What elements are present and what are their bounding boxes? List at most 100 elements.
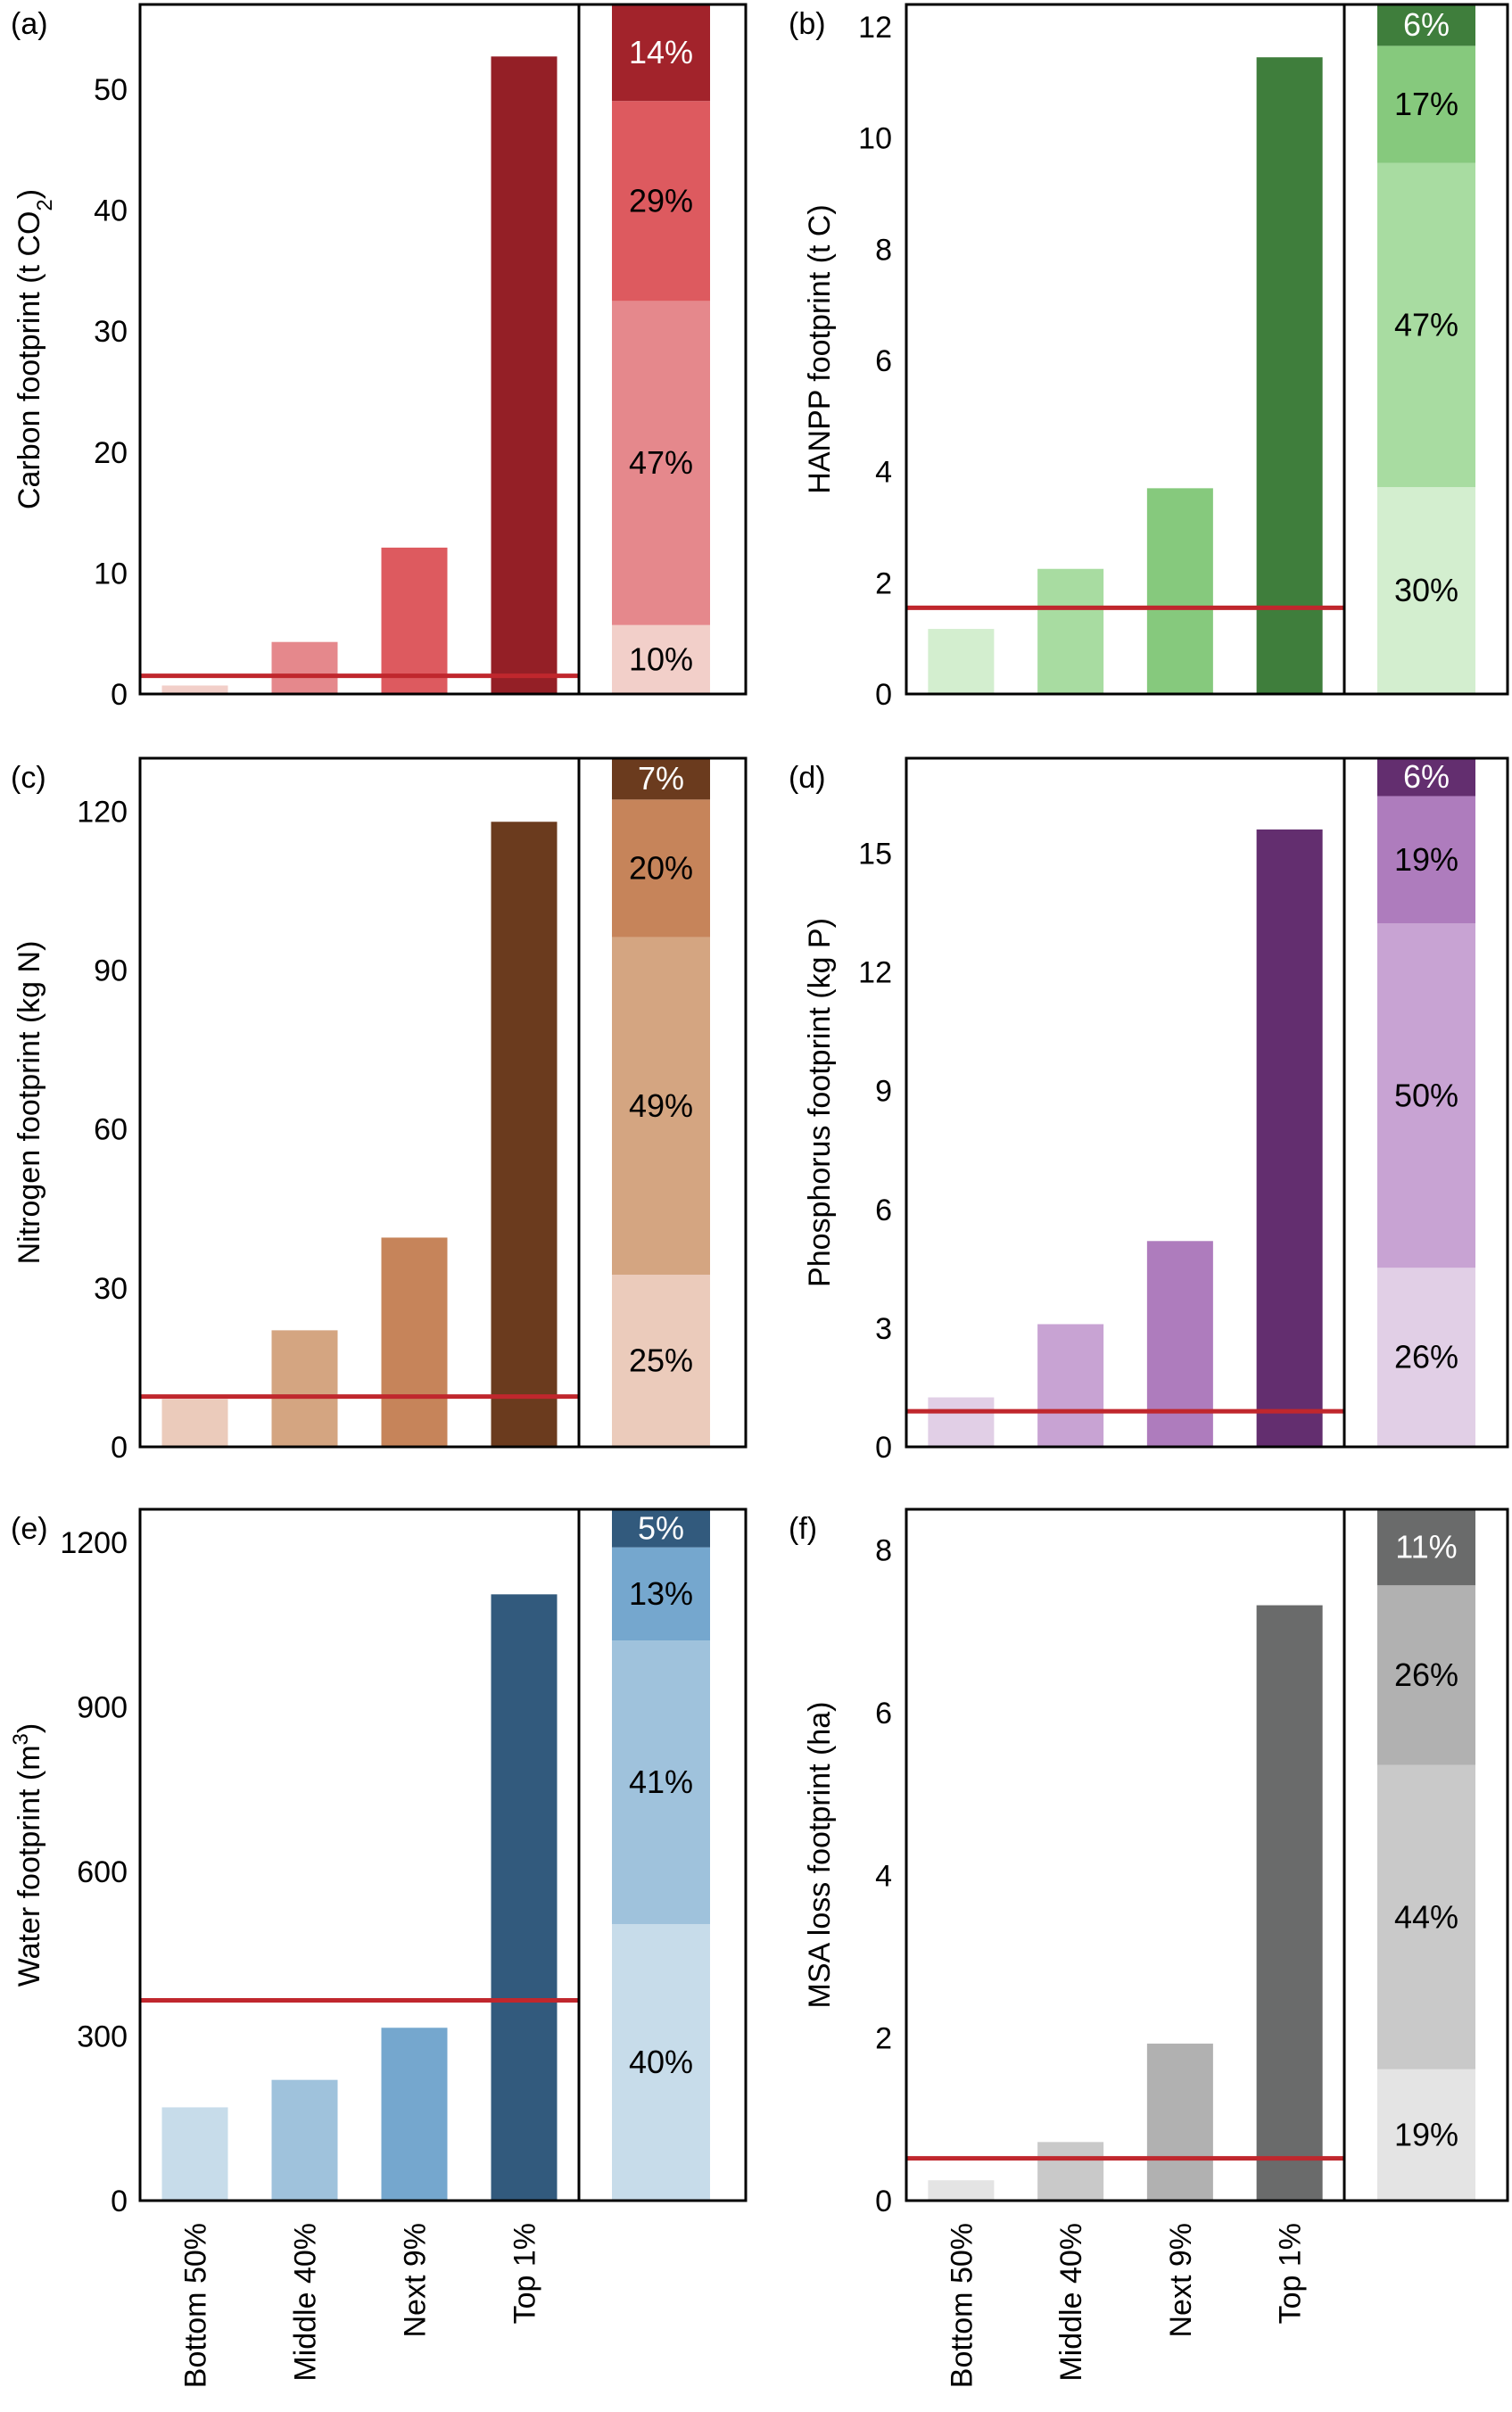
- share-label-bottom-50: 10%: [629, 640, 693, 677]
- category-label-top-1: Top 1%: [1274, 2223, 1308, 2324]
- share-label-top-1: 7%: [638, 760, 684, 797]
- bar-next-9: [381, 1237, 448, 1447]
- category-label-middle-40: Middle 40%: [289, 2223, 323, 2382]
- share-segment-middle-40: [1377, 923, 1475, 1268]
- share-label-middle-40: 50%: [1394, 1077, 1458, 1113]
- bar-next-9: [381, 547, 448, 694]
- category-label-middle-40: Middle 40%: [1054, 2223, 1088, 2382]
- bar-bottom-50: [928, 2180, 995, 2201]
- category-label-bottom-50: Bottom 50%: [179, 2223, 213, 2388]
- y-tick-label: 12: [858, 956, 892, 990]
- share-segment-top-1: [1377, 1509, 1475, 1586]
- bar-middle-40: [271, 1330, 338, 1447]
- bar-top-1: [1256, 829, 1323, 1447]
- y-axis-title: HANPP footprint (t C): [803, 204, 837, 493]
- share-segment-bottom-50: [1377, 2069, 1475, 2201]
- y-tick-label: 6: [875, 1697, 892, 1731]
- share-label-top-1: 14%: [629, 34, 693, 70]
- y-tick-label: 30: [94, 1272, 128, 1306]
- share-segment-middle-40: [612, 1640, 710, 1924]
- category-axis-left: Bottom 50% Middle 40% Next 9% Top 1%: [179, 2223, 542, 2388]
- category-label-bottom-50: Bottom 50%: [945, 2223, 979, 2388]
- bar-bottom-50: [161, 2107, 228, 2201]
- bar-top-1: [491, 56, 558, 695]
- share-segment-middle-40: [1377, 162, 1475, 488]
- y-tick-label: 3: [875, 1312, 892, 1346]
- panel-label: (a): [11, 7, 48, 41]
- panel-label: (f): [789, 1512, 817, 1546]
- y-tick-label: 8: [875, 233, 892, 267]
- y-tick-label: 10: [94, 557, 128, 591]
- share-label-top-1: 11%: [1395, 1529, 1457, 1565]
- share-label-next-9: 19%: [1394, 841, 1458, 878]
- share-label-middle-40: 49%: [629, 1087, 693, 1124]
- bar-next-9: [1146, 488, 1213, 694]
- share-frame: [1343, 3, 1509, 696]
- bar-bottom-50: [928, 629, 995, 694]
- y-tick-label: 1200: [60, 1526, 128, 1560]
- y-tick-label: 6: [875, 1194, 892, 1227]
- y-title-tail: ): [12, 1723, 46, 1733]
- share-frame: [1343, 756, 1509, 1449]
- y-axis-title: Carbon footprint (t CO2): [12, 189, 57, 509]
- y-tick-label: 0: [111, 678, 128, 712]
- category-label-next-9: Next 9%: [1164, 2223, 1198, 2338]
- share-segment-bottom-50: [1377, 487, 1475, 694]
- share-label-next-9: 26%: [1394, 1656, 1458, 1693]
- bar-middle-40: [1037, 568, 1104, 694]
- y-tick-label: 2: [875, 566, 892, 600]
- bar-top-1: [491, 1594, 558, 2201]
- share-label-top-1: 6%: [1403, 758, 1450, 795]
- category-label-top-1: Top 1%: [508, 2223, 542, 2324]
- panel-label: (b): [789, 7, 826, 41]
- bar-next-9: [1146, 2044, 1213, 2201]
- y-axis-title: Nitrogen footprint (kg N): [12, 941, 46, 1265]
- y-tick-label: 4: [875, 1859, 892, 1893]
- panel-label: (d): [789, 761, 826, 795]
- bar-middle-40: [271, 2079, 338, 2201]
- y-tick-label: 0: [875, 2185, 892, 2218]
- y-tick-label: 8: [875, 1534, 892, 1568]
- y-tick-label: 0: [111, 2185, 128, 2218]
- panel-d: 26% 50% 19% 6% 0 3 6 9 12 15 (d) Phosphorus footpri…: [789, 756, 1509, 1465]
- y-tick-label: 15: [858, 837, 892, 871]
- share-label-next-9: 29%: [629, 182, 693, 219]
- share-label-middle-40: 41%: [629, 1764, 693, 1800]
- share-segment-bottom-50: [612, 624, 710, 694]
- share-frame: [577, 756, 748, 1449]
- share-segment-next-9: [1377, 796, 1475, 924]
- share-label-middle-40: 47%: [1394, 306, 1458, 343]
- share-frame: [577, 3, 748, 696]
- y-tick-label: 12: [858, 11, 892, 45]
- share-frame: [1343, 1508, 1509, 2202]
- share-segment-next-9: [1377, 45, 1475, 163]
- bar-next-9: [381, 2028, 448, 2201]
- share-label-top-1: 5%: [638, 1509, 684, 1546]
- y-title-main: Carbon footprint (t CO: [12, 211, 46, 509]
- bar-bottom-50: [161, 685, 228, 694]
- bar-middle-40: [1037, 1324, 1104, 1447]
- y-axis-title: Phosphorus footprint (kg P): [803, 918, 837, 1287]
- y-tick-label: 50: [94, 73, 128, 107]
- y-tick-label: 9: [875, 1075, 892, 1109]
- y-title-subscript: 2: [33, 199, 57, 211]
- share-label-bottom-50: 40%: [629, 2044, 693, 2080]
- category-axis-right: Bottom 50% Middle 40% Next 9% Top 1%: [945, 2223, 1307, 2388]
- bar-middle-40: [271, 641, 338, 694]
- panel-c: 25% 49% 20% 7% 0 30 60 90 120 (c) Nitrogen footpri…: [11, 756, 748, 1465]
- share-segment-bottom-50: [612, 1924, 710, 2201]
- share-label-bottom-50: 30%: [1394, 572, 1458, 608]
- y-tick-label: 10: [858, 122, 892, 156]
- share-label-middle-40: 47%: [629, 444, 693, 481]
- panel-label: (c): [11, 761, 46, 795]
- bar-middle-40: [1037, 2142, 1104, 2201]
- share-label-middle-40: 44%: [1394, 1898, 1458, 1935]
- share-label-next-9: 17%: [1394, 86, 1458, 122]
- share-segment-next-9: [612, 101, 710, 302]
- bar-top-1: [1256, 1605, 1323, 2201]
- y-tick-label: 6: [875, 344, 892, 378]
- y-tick-label: 600: [77, 1855, 128, 1889]
- share-label-next-9: 13%: [629, 1575, 693, 1612]
- panel-b: 30% 47% 17% 6% 0 2 4 6 8 10 12 (b) HANPP footprint (…: [789, 3, 1509, 712]
